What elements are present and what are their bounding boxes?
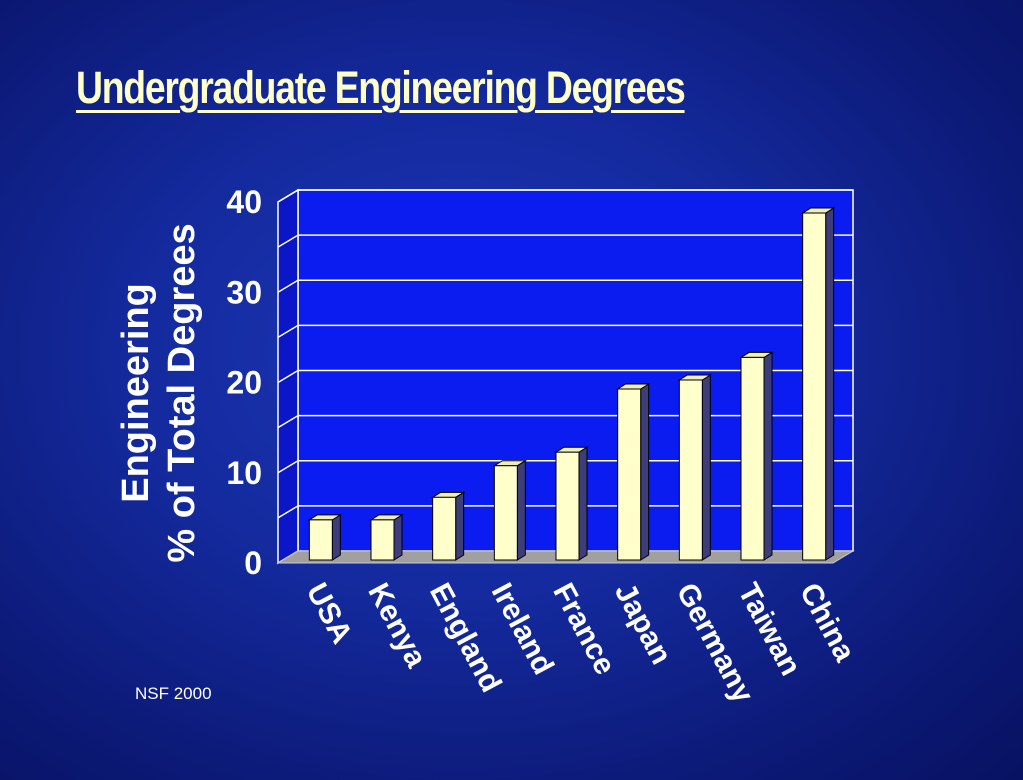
bar-side — [578, 446, 588, 561]
source-note: NSF 2000 — [135, 684, 212, 703]
bar — [678, 379, 703, 561]
gridline-side — [277, 279, 299, 293]
x-tick-label: China — [793, 578, 861, 667]
bar-side — [516, 459, 526, 561]
y-axis-label-line: % of Total Degrees — [161, 223, 203, 562]
bar-side — [825, 207, 835, 561]
bar — [432, 496, 457, 561]
x-tick-label: USA — [300, 578, 359, 649]
y-axis-label: Engineering% of Total Degrees — [115, 223, 203, 562]
bar — [370, 519, 395, 561]
gridline-side — [277, 189, 299, 203]
gridline-side — [277, 460, 299, 474]
bar-side — [393, 513, 403, 561]
bar — [555, 451, 580, 561]
y-tick-label: 10 — [226, 455, 262, 491]
gridline-side — [277, 414, 299, 429]
bar — [308, 519, 333, 561]
bar — [802, 212, 827, 561]
y-tick-label: 0 — [244, 545, 262, 581]
bar-side — [701, 374, 711, 561]
gridline-side — [277, 505, 299, 519]
y-tick-label: 30 — [226, 274, 262, 310]
bar-side — [455, 491, 465, 561]
slide-title: Undergraduate Engineering Degrees — [76, 62, 686, 113]
y-tick-label: 20 — [226, 365, 262, 401]
gridline-side — [277, 324, 299, 339]
bar — [617, 388, 642, 561]
y-axis-label-line: Engineering — [115, 283, 157, 503]
bar-side — [640, 383, 650, 561]
x-tick-label: Japan — [608, 578, 678, 670]
gridline-side — [277, 234, 299, 248]
x-tick-label: Kenya — [361, 578, 433, 673]
bar-side — [331, 513, 341, 561]
bar — [493, 465, 518, 561]
bar — [740, 356, 765, 561]
gridline-side — [277, 369, 299, 384]
y-tick-label: 40 — [226, 184, 262, 220]
bar-side — [763, 351, 773, 561]
